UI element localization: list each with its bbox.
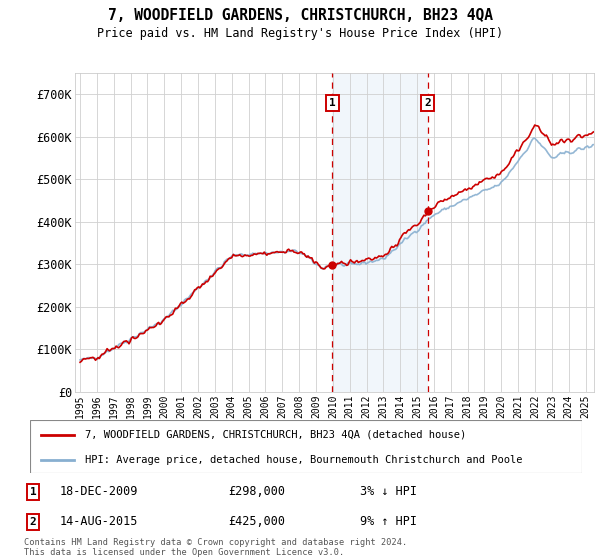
Text: Contains HM Land Registry data © Crown copyright and database right 2024.
This d: Contains HM Land Registry data © Crown c…	[24, 538, 407, 557]
Text: £425,000: £425,000	[228, 515, 285, 529]
Bar	[332, 73, 428, 392]
Text: 7, WOODFIELD GARDENS, CHRISTCHURCH, BH23 4QA: 7, WOODFIELD GARDENS, CHRISTCHURCH, BH23…	[107, 8, 493, 24]
Text: 2: 2	[424, 98, 431, 108]
Text: 1: 1	[29, 487, 37, 497]
Text: 1: 1	[329, 98, 335, 108]
Text: HPI: Average price, detached house, Bournemouth Christchurch and Poole: HPI: Average price, detached house, Bour…	[85, 455, 523, 465]
Text: 3% ↓ HPI: 3% ↓ HPI	[360, 485, 417, 498]
Text: 18-DEC-2009: 18-DEC-2009	[60, 485, 139, 498]
Text: £298,000: £298,000	[228, 485, 285, 498]
Text: 14-AUG-2015: 14-AUG-2015	[60, 515, 139, 529]
Text: 7, WOODFIELD GARDENS, CHRISTCHURCH, BH23 4QA (detached house): 7, WOODFIELD GARDENS, CHRISTCHURCH, BH23…	[85, 430, 466, 440]
Text: 2: 2	[29, 517, 37, 527]
Text: Price paid vs. HM Land Registry's House Price Index (HPI): Price paid vs. HM Land Registry's House …	[97, 27, 503, 40]
Text: 9% ↑ HPI: 9% ↑ HPI	[360, 515, 417, 529]
